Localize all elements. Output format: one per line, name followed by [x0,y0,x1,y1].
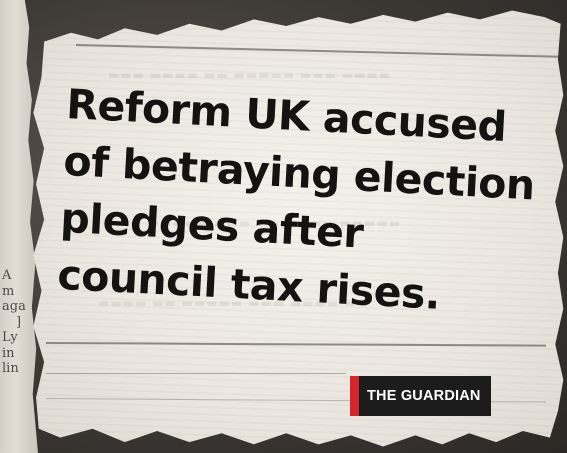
torn-newspaper-clipping: ▬▬▬ ▬▬▬▬ ▬▬ ▬▬▬▬▬ ▬▬▬ ▬▬▬▬ ▬▬ ▬▬▬▬▬ ▬▬▬ … [33,10,564,447]
underlying-newspaper-text: A m aga ] Ly in lin [2,268,38,377]
underlying-text-fragment: aga [2,299,26,314]
underlying-text-fragment: Ly [2,330,18,345]
underlying-text-fragment: ] [16,314,22,330]
faint-show-through-print: ▬▬ ▬▬▬▬▬ ▬▬▬ ▬▬▬▬ ▬▬ ▬▬▬▬▬ [118,216,402,230]
bottom-thin-rule [46,373,346,374]
source-badge: THE GUARDIAN [350,376,491,416]
underlying-text-fragment: lin [2,361,19,376]
headline: Reform UK accused of betraying election … [56,76,547,329]
faint-show-through-print: ▬▬▬ ▬▬▬▬ ▬▬ ▬▬▬▬▬ ▬▬▬ ▬▬▬▬ [108,68,392,82]
clipping-content: Reform UK accused of betraying election … [28,6,566,451]
underlying-text-fragment: in [2,345,15,361]
underlying-text-fragment: A [2,268,12,283]
faint-show-through-print: ▬▬▬▬ ▬▬ ▬▬▬▬▬ ▬▬▬ ▬▬▬▬ ▬▬ [98,296,369,310]
underlying-text-fragment: m [2,283,15,299]
